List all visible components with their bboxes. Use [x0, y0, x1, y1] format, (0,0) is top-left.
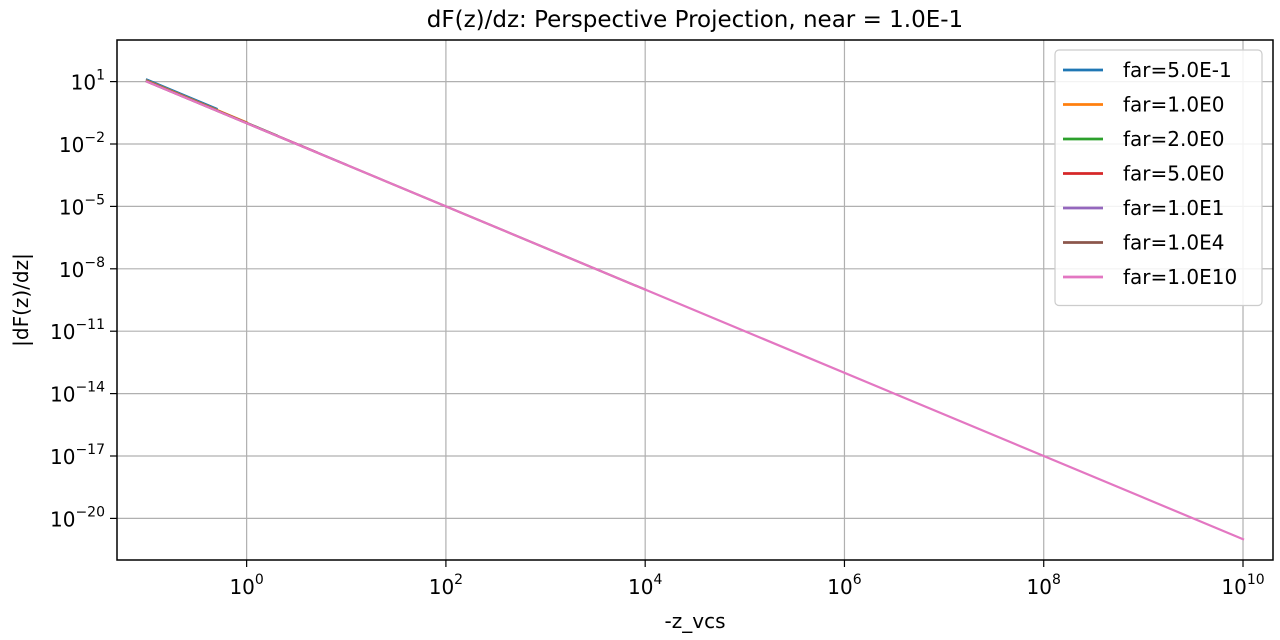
plot-frame	[116, 39, 1274, 561]
chart-title: dF(z)/dz: Perspective Projection, near =…	[427, 7, 963, 33]
legend-label: far=1.0E0	[1123, 93, 1224, 117]
legend-label: far=1.0E1	[1123, 196, 1224, 220]
ticks: 100 102 104 106 108 101010110−210−510−810−111…	[50, 68, 1265, 599]
x-tick-base: 10	[827, 575, 852, 599]
x-tick-exponent: 4	[653, 572, 662, 588]
y-tick-label: 10−14	[50, 380, 105, 407]
y-tick-base: 10	[71, 71, 96, 95]
x-tick-base: 10	[628, 575, 653, 599]
y-tick-base: 10	[50, 383, 75, 407]
y-tick-exponent: −11	[75, 317, 105, 333]
legend-label: far=5.0E0	[1123, 162, 1224, 186]
y-tick-label: 10−5	[59, 192, 105, 219]
x-tick-label: 106	[827, 572, 861, 599]
y-tick-base: 10	[50, 320, 75, 344]
y-tick-label: 10−8	[59, 255, 105, 282]
x-tick-label: 102	[429, 572, 463, 599]
y-tick-base: 10	[50, 507, 75, 531]
y-tick-exponent: 1	[96, 68, 105, 84]
y-tick-label: 10−11	[50, 317, 105, 344]
legend-label: far=1.0E10	[1123, 265, 1237, 289]
y-tick-exponent: −14	[75, 380, 105, 396]
y-tick-label: 101	[71, 68, 105, 95]
x-tick-exponent: 8	[1052, 572, 1061, 588]
y-tick-base: 10	[59, 195, 84, 219]
y-tick-exponent: −20	[75, 504, 105, 520]
x-tick-label: 104	[628, 572, 662, 599]
x-axis-label: -z_vcs	[665, 609, 726, 633]
x-tick-label: 1010	[1221, 572, 1264, 599]
y-tick-exponent: −8	[84, 255, 105, 271]
x-tick-label: 100	[229, 572, 263, 599]
legend-box	[1054, 49, 1263, 307]
x-tick-exponent: 6	[853, 572, 862, 588]
y-axis-label: |dF(z)/dz|	[9, 253, 33, 347]
y-tick-exponent: −17	[75, 442, 105, 458]
y-tick-exponent: −5	[84, 192, 105, 208]
legend: far=5.0E-1 far=1.0E0 far=2.0E0 far=5.0E0 far…	[1054, 49, 1263, 307]
series-layer	[145, 78, 1245, 541]
legend-label: far=2.0E0	[1123, 127, 1224, 151]
x-tick-base: 10	[1027, 575, 1052, 599]
series-line	[145, 80, 1245, 541]
legend-label: far=1.0E4	[1123, 231, 1224, 255]
x-tick-base: 10	[1221, 575, 1246, 599]
x-tick-base: 10	[429, 575, 454, 599]
y-tick-label: 10−17	[50, 442, 105, 469]
y-tick-base: 10	[59, 258, 84, 282]
y-tick-base: 10	[50, 445, 75, 469]
x-tick-exponent: 2	[454, 572, 463, 588]
y-tick-label: 10−2	[59, 130, 105, 157]
y-tick-base: 10	[59, 133, 84, 157]
x-tick-label: 108	[1027, 572, 1061, 599]
x-tick-exponent: 0	[255, 572, 264, 588]
x-tick-base: 10	[229, 575, 254, 599]
legend-label: far=5.0E-1	[1123, 58, 1232, 82]
y-tick-exponent: −2	[84, 130, 105, 146]
x-tick-exponent: 10	[1247, 572, 1265, 588]
y-tick-label: 10−20	[50, 504, 105, 531]
